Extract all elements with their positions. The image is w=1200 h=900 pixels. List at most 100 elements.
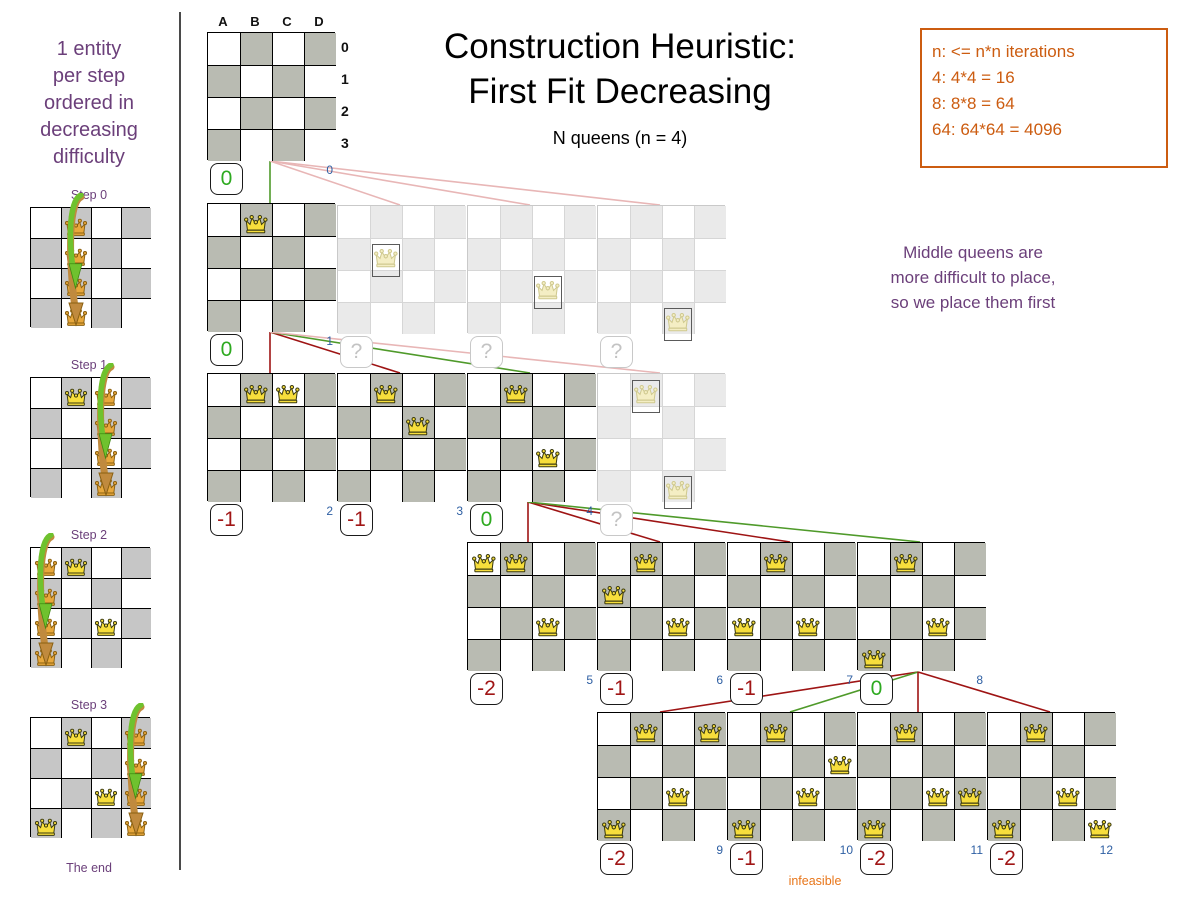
board-cell [468,270,500,302]
board-cell [468,639,500,671]
board-cell [91,748,121,778]
grid-line [434,374,435,502]
column-label: A [218,14,228,29]
node-score-badge: 0 [860,673,893,705]
board-cell [1020,745,1052,777]
board-cell [662,374,694,406]
grid-line [598,270,726,271]
board-cell [532,374,564,406]
board-cell [338,438,370,470]
node-score-badge: ? [470,336,503,368]
board-cell [630,745,662,777]
board-cell [694,575,726,607]
board-cell [272,470,304,502]
grid-line [858,639,986,640]
grid-line [694,543,695,671]
board-cell [500,470,532,502]
board-cell [61,548,91,578]
board-cell [728,745,760,777]
board-cell [338,406,370,438]
board-cell [1052,809,1084,841]
grid-line [338,470,466,471]
board-cell [91,298,121,328]
board-cell [272,268,304,300]
board-cell [91,808,121,838]
board-cell [304,65,336,97]
grid-line [31,638,151,639]
board-cell [240,204,272,236]
board-cell [630,374,662,406]
page-title-line2: First Fit Decreasing [468,72,772,111]
chess-board [337,373,466,502]
board-cell [728,713,760,745]
node-index-label: 0 [326,163,333,177]
chess-board [597,542,726,671]
board-cell [564,302,596,334]
board-cell [564,406,596,438]
board-cell [824,713,856,745]
board-cell [468,374,500,406]
chess-board [207,203,336,332]
page-title-line1: Construction Heuristic: [443,27,797,66]
board-cell [402,206,434,238]
board-cell [532,206,564,238]
board-cell [402,374,434,406]
grid-line [208,300,336,301]
board-cell [91,578,121,608]
board-cell [598,238,630,270]
board-cell [91,548,121,578]
board-cell [694,438,726,470]
grid-line [208,470,336,471]
board-cell [434,238,466,270]
board-cell [500,374,532,406]
board-cell [61,638,91,668]
board-cell [31,238,61,268]
board-cell [208,204,240,236]
board-cell [954,777,986,809]
board-cell [370,438,402,470]
grid-line [468,438,596,439]
grid-line [858,607,986,608]
board-cell [61,748,91,778]
board-cell [304,470,336,502]
node-score-badge: -1 [730,843,763,875]
board-cell [598,406,630,438]
board-cell [662,543,694,575]
board-cell [121,468,151,498]
node-index-label: 11 [970,843,983,857]
node-score-badge: 0 [470,504,503,536]
grid-line [728,777,856,778]
page-title: Construction Heuristic: First Fit Decrea… [360,24,880,114]
board-cell [468,238,500,270]
board-cell [630,206,662,238]
board-cell [858,543,890,575]
grid-line [121,208,122,328]
board-cell [272,129,304,161]
board-cell [338,270,370,302]
board-cell [598,607,630,639]
board-cell [694,206,726,238]
board-cell [824,639,856,671]
board-cell [434,374,466,406]
board-cell [61,778,91,808]
board-cell [304,33,336,65]
board-cell [272,374,304,406]
board-cell [890,745,922,777]
board-cell [240,97,272,129]
board-cell [1084,809,1116,841]
board-cell [61,608,91,638]
board-cell [598,206,630,238]
board-cell [630,238,662,270]
board-cell [272,204,304,236]
board-cell [890,809,922,841]
grid-line [208,268,336,269]
node-score-badge: -1 [730,673,763,705]
board-cell [564,270,596,302]
board-cell [500,302,532,334]
grid-line [598,607,726,608]
board-cell [61,578,91,608]
board-cell [500,607,532,639]
board-cell [91,208,121,238]
board-cell [500,639,532,671]
board-cell [890,575,922,607]
